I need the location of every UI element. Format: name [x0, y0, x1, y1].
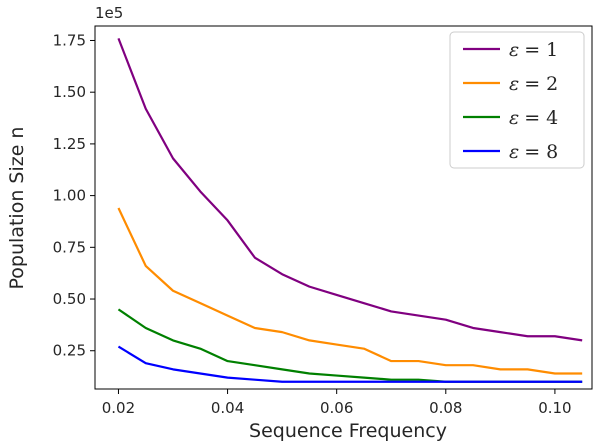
legend: ε = 1ε = 2ε = 4ε = 8 — [449, 31, 585, 169]
x-tick-label: 0.06 — [320, 399, 353, 417]
x-axis: 0.02 0.04 0.06 0.08 0.10 — [102, 389, 572, 417]
legend-value: = 1 — [524, 39, 558, 61]
y-tick-label: 0.25 — [53, 342, 86, 360]
x-tick-label: 0.02 — [102, 399, 135, 417]
y-offset-label: 1e5 — [95, 4, 123, 22]
legend-label-2: ε = 2 — [509, 73, 558, 95]
x-axis-label: Sequence Frequency — [249, 420, 447, 442]
y-axis-label: Population Size n — [6, 127, 28, 290]
legend-label-4: ε = 8 — [509, 141, 558, 163]
y-tick-label: 1.50 — [53, 83, 86, 101]
legend-label-3: ε = 4 — [509, 107, 558, 129]
legend-value: = 4 — [524, 107, 558, 129]
legend-symbol: ε — [509, 141, 519, 163]
axes-frame — [94, 25, 593, 390]
legend-symbol: ε — [509, 39, 519, 61]
legend-symbol: ε — [509, 107, 519, 129]
x-tick-label: 0.04 — [211, 399, 244, 417]
x-tick-label: 0.08 — [429, 399, 462, 417]
series-line-1 — [117, 38, 583, 342]
legend-symbol: ε — [509, 73, 519, 95]
series-lines — [117, 38, 583, 383]
series-line-4 — [117, 345, 583, 383]
y-tick-label: 0.75 — [53, 238, 86, 256]
y-tick-label: 0.50 — [53, 290, 86, 308]
y-axis: 0.25 0.50 0.75 1.00 1.25 1.50 1.75 — [53, 31, 95, 360]
legend-frame — [449, 31, 585, 169]
legend-label-1: ε = 1 — [509, 39, 558, 61]
x-tick-label: 0.10 — [538, 399, 571, 417]
series-line-2 — [117, 207, 583, 375]
y-tick-label: 1.00 — [53, 187, 86, 205]
plot-area — [94, 25, 593, 390]
legend-value: = 2 — [524, 73, 558, 95]
legend-value: = 8 — [524, 141, 558, 163]
y-tick-label: 1.75 — [53, 31, 86, 49]
y-tick-label: 1.25 — [53, 135, 86, 153]
